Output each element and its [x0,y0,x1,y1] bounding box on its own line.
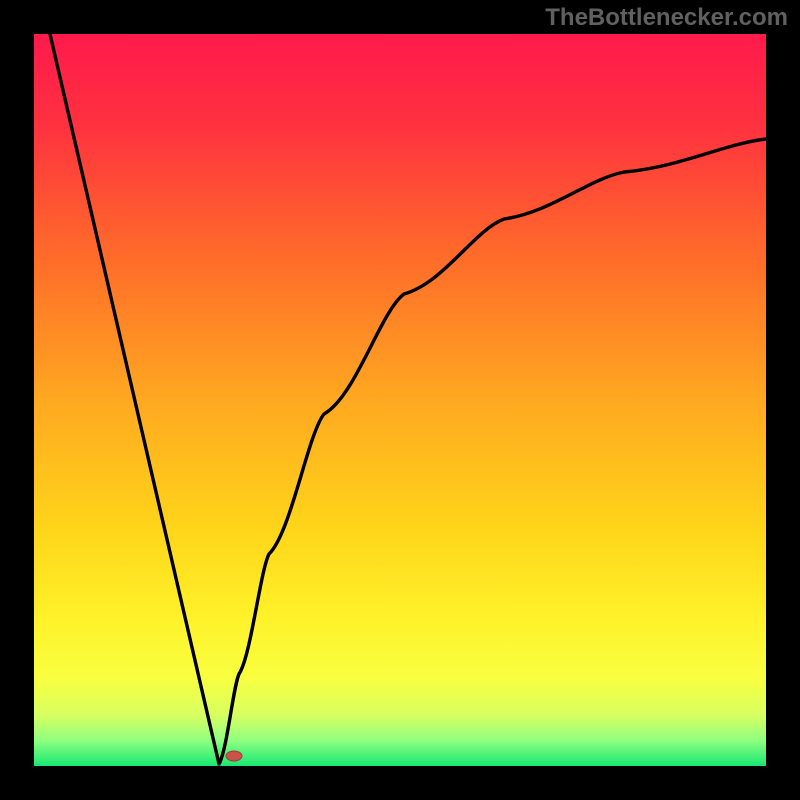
plot-background [34,34,766,766]
watermark-text: TheBottlenecker.com [545,4,788,32]
min-marker [226,751,242,761]
chart-stage: TheBottlenecker.com [0,0,800,800]
